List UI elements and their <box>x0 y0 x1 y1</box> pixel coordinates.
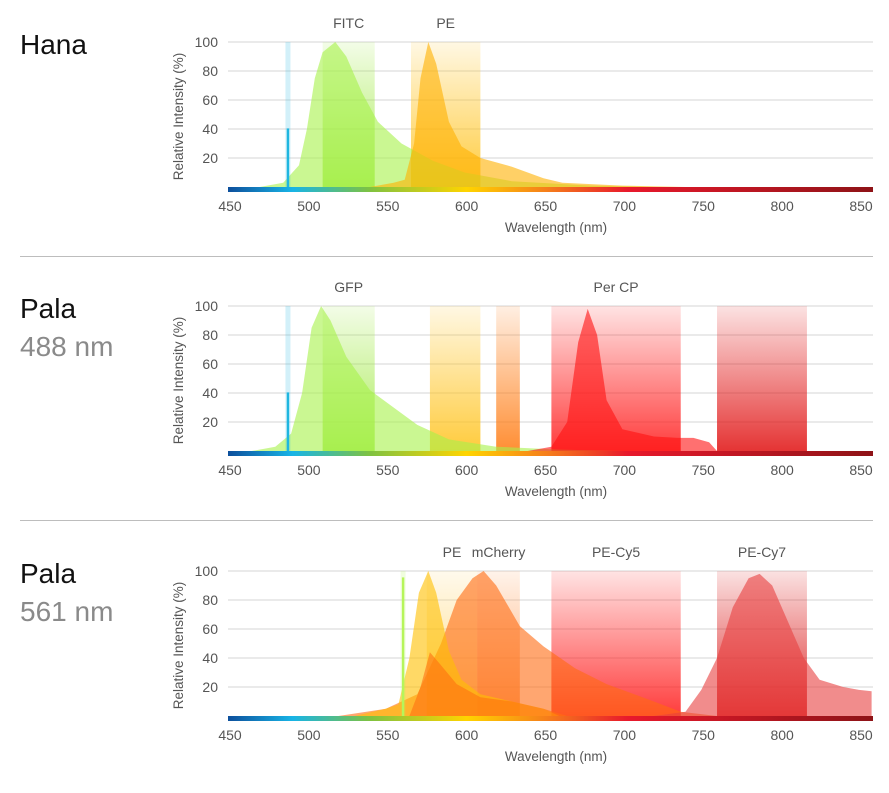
spectrum-bar <box>228 716 873 721</box>
panel-subtitle: 561 nm <box>20 596 114 627</box>
laser-line-glow <box>285 42 291 187</box>
band-label: mCherry <box>472 544 526 560</box>
spectrum-area-gfp <box>251 306 623 451</box>
x-tick-label: 750 <box>692 198 716 214</box>
x-tick-label: 600 <box>455 462 479 478</box>
x-tick-label: 600 <box>455 727 479 743</box>
laser-line <box>286 392 290 451</box>
x-tick-label: 650 <box>534 727 558 743</box>
x-tick-label: 500 <box>297 198 321 214</box>
y-tick-label: 40 <box>202 121 218 137</box>
panel-title: Hana <box>20 29 87 60</box>
y-axis-label: Relative Intensity (%) <box>171 317 186 445</box>
x-tick-label: 700 <box>613 462 637 478</box>
spectrum-bar <box>228 187 873 192</box>
panel-pala-561: Pala 561 nm 20 40 60 80 100 PE mCherry PE-Cy5 PE… <box>0 529 889 793</box>
x-tick-label: 650 <box>534 462 558 478</box>
spectrum-area-fitc <box>259 42 654 187</box>
spectrum-area-pe-cy5-excitation <box>409 652 568 716</box>
band-label: GFP <box>334 279 363 295</box>
filter-band <box>717 306 807 451</box>
y-tick-label: 40 <box>202 385 218 401</box>
y-tick-label: 20 <box>202 679 218 695</box>
x-tick-label: 850 <box>849 727 873 743</box>
x-tick-label: 800 <box>770 198 794 214</box>
spectrum-area-per-cp <box>527 308 717 451</box>
x-tick-label: 600 <box>455 198 479 214</box>
filter-band <box>429 306 481 451</box>
x-tick-label: 450 <box>218 727 242 743</box>
panel-title: Pala <box>20 558 77 589</box>
x-axis-label: Wavelength (nm) <box>505 484 607 499</box>
x-tick-label: 500 <box>297 462 321 478</box>
x-tick-label: 700 <box>613 198 637 214</box>
panel-title: Pala <box>20 293 77 324</box>
x-tick-label: 550 <box>376 727 400 743</box>
panel-subtitle: 488 nm <box>20 331 114 362</box>
y-tick-label: 80 <box>202 327 218 343</box>
panel-pala-488: Pala 488 nm 20 40 60 80 100 GFP Per CP 450 500 55… <box>0 264 889 528</box>
x-tick-label: 800 <box>770 462 794 478</box>
x-tick-label: 750 <box>692 727 716 743</box>
x-axis-label: Wavelength (nm) <box>505 749 607 764</box>
x-tick-label: 550 <box>376 198 400 214</box>
x-tick-label: 850 <box>849 198 873 214</box>
band-label: PE-Cy5 <box>592 544 640 560</box>
y-tick-label: 20 <box>202 150 218 166</box>
band-label: FITC <box>333 15 364 31</box>
spectrum-chart-hana: 20 40 60 80 100 FITC PE 450 500 550 600 650 700 750 80… <box>171 15 873 235</box>
y-tick-label: 80 <box>202 592 218 608</box>
laser-line <box>401 577 405 716</box>
x-axis-label: Wavelength (nm) <box>505 220 607 235</box>
band-label: PE <box>436 15 455 31</box>
x-tick-label: 750 <box>692 462 716 478</box>
y-tick-label: 100 <box>195 298 219 314</box>
x-tick-label: 650 <box>534 198 558 214</box>
y-tick-label: 80 <box>202 63 218 79</box>
laser-line-glow <box>285 306 291 451</box>
y-tick-label: 60 <box>202 621 218 637</box>
filter-band <box>496 306 520 451</box>
x-tick-label: 800 <box>770 727 794 743</box>
x-tick-label: 450 <box>218 462 242 478</box>
y-axis-label: Relative Intensity (%) <box>171 582 186 710</box>
spectrum-chart-pala-561: 20 40 60 80 100 PE mCherry PE-Cy5 PE-Cy7 450 500 55… <box>171 544 873 764</box>
laser-line <box>286 128 290 187</box>
spectrum-area-pe <box>354 571 560 716</box>
spectrum-chart-pala-488: 20 40 60 80 100 GFP Per CP 450 500 550 600 650 700 75… <box>171 279 873 499</box>
spectrum-area-pe <box>370 42 686 187</box>
panel-hana: Hana 20 40 60 80 100 FITC PE 450 500 550 600 650 700… <box>0 0 889 264</box>
y-tick-label: 100 <box>195 563 219 579</box>
spectrum-area-pe-cy7 <box>653 573 872 716</box>
y-tick-label: 60 <box>202 356 218 372</box>
spectrum-bar <box>228 451 873 456</box>
x-tick-label: 850 <box>849 462 873 478</box>
y-tick-label: 20 <box>202 414 218 430</box>
band-label: Per CP <box>594 279 639 295</box>
x-tick-label: 450 <box>218 198 242 214</box>
band-label: PE <box>443 544 462 560</box>
x-tick-label: 550 <box>376 462 400 478</box>
y-tick-label: 40 <box>202 650 218 666</box>
y-tick-label: 60 <box>202 92 218 108</box>
band-label: PE-Cy7 <box>738 544 786 560</box>
y-axis-label: Relative Intensity (%) <box>171 53 186 181</box>
y-tick-label: 100 <box>195 34 219 50</box>
x-tick-label: 500 <box>297 727 321 743</box>
divider <box>20 520 873 521</box>
x-tick-label: 700 <box>613 727 637 743</box>
divider <box>20 256 873 257</box>
